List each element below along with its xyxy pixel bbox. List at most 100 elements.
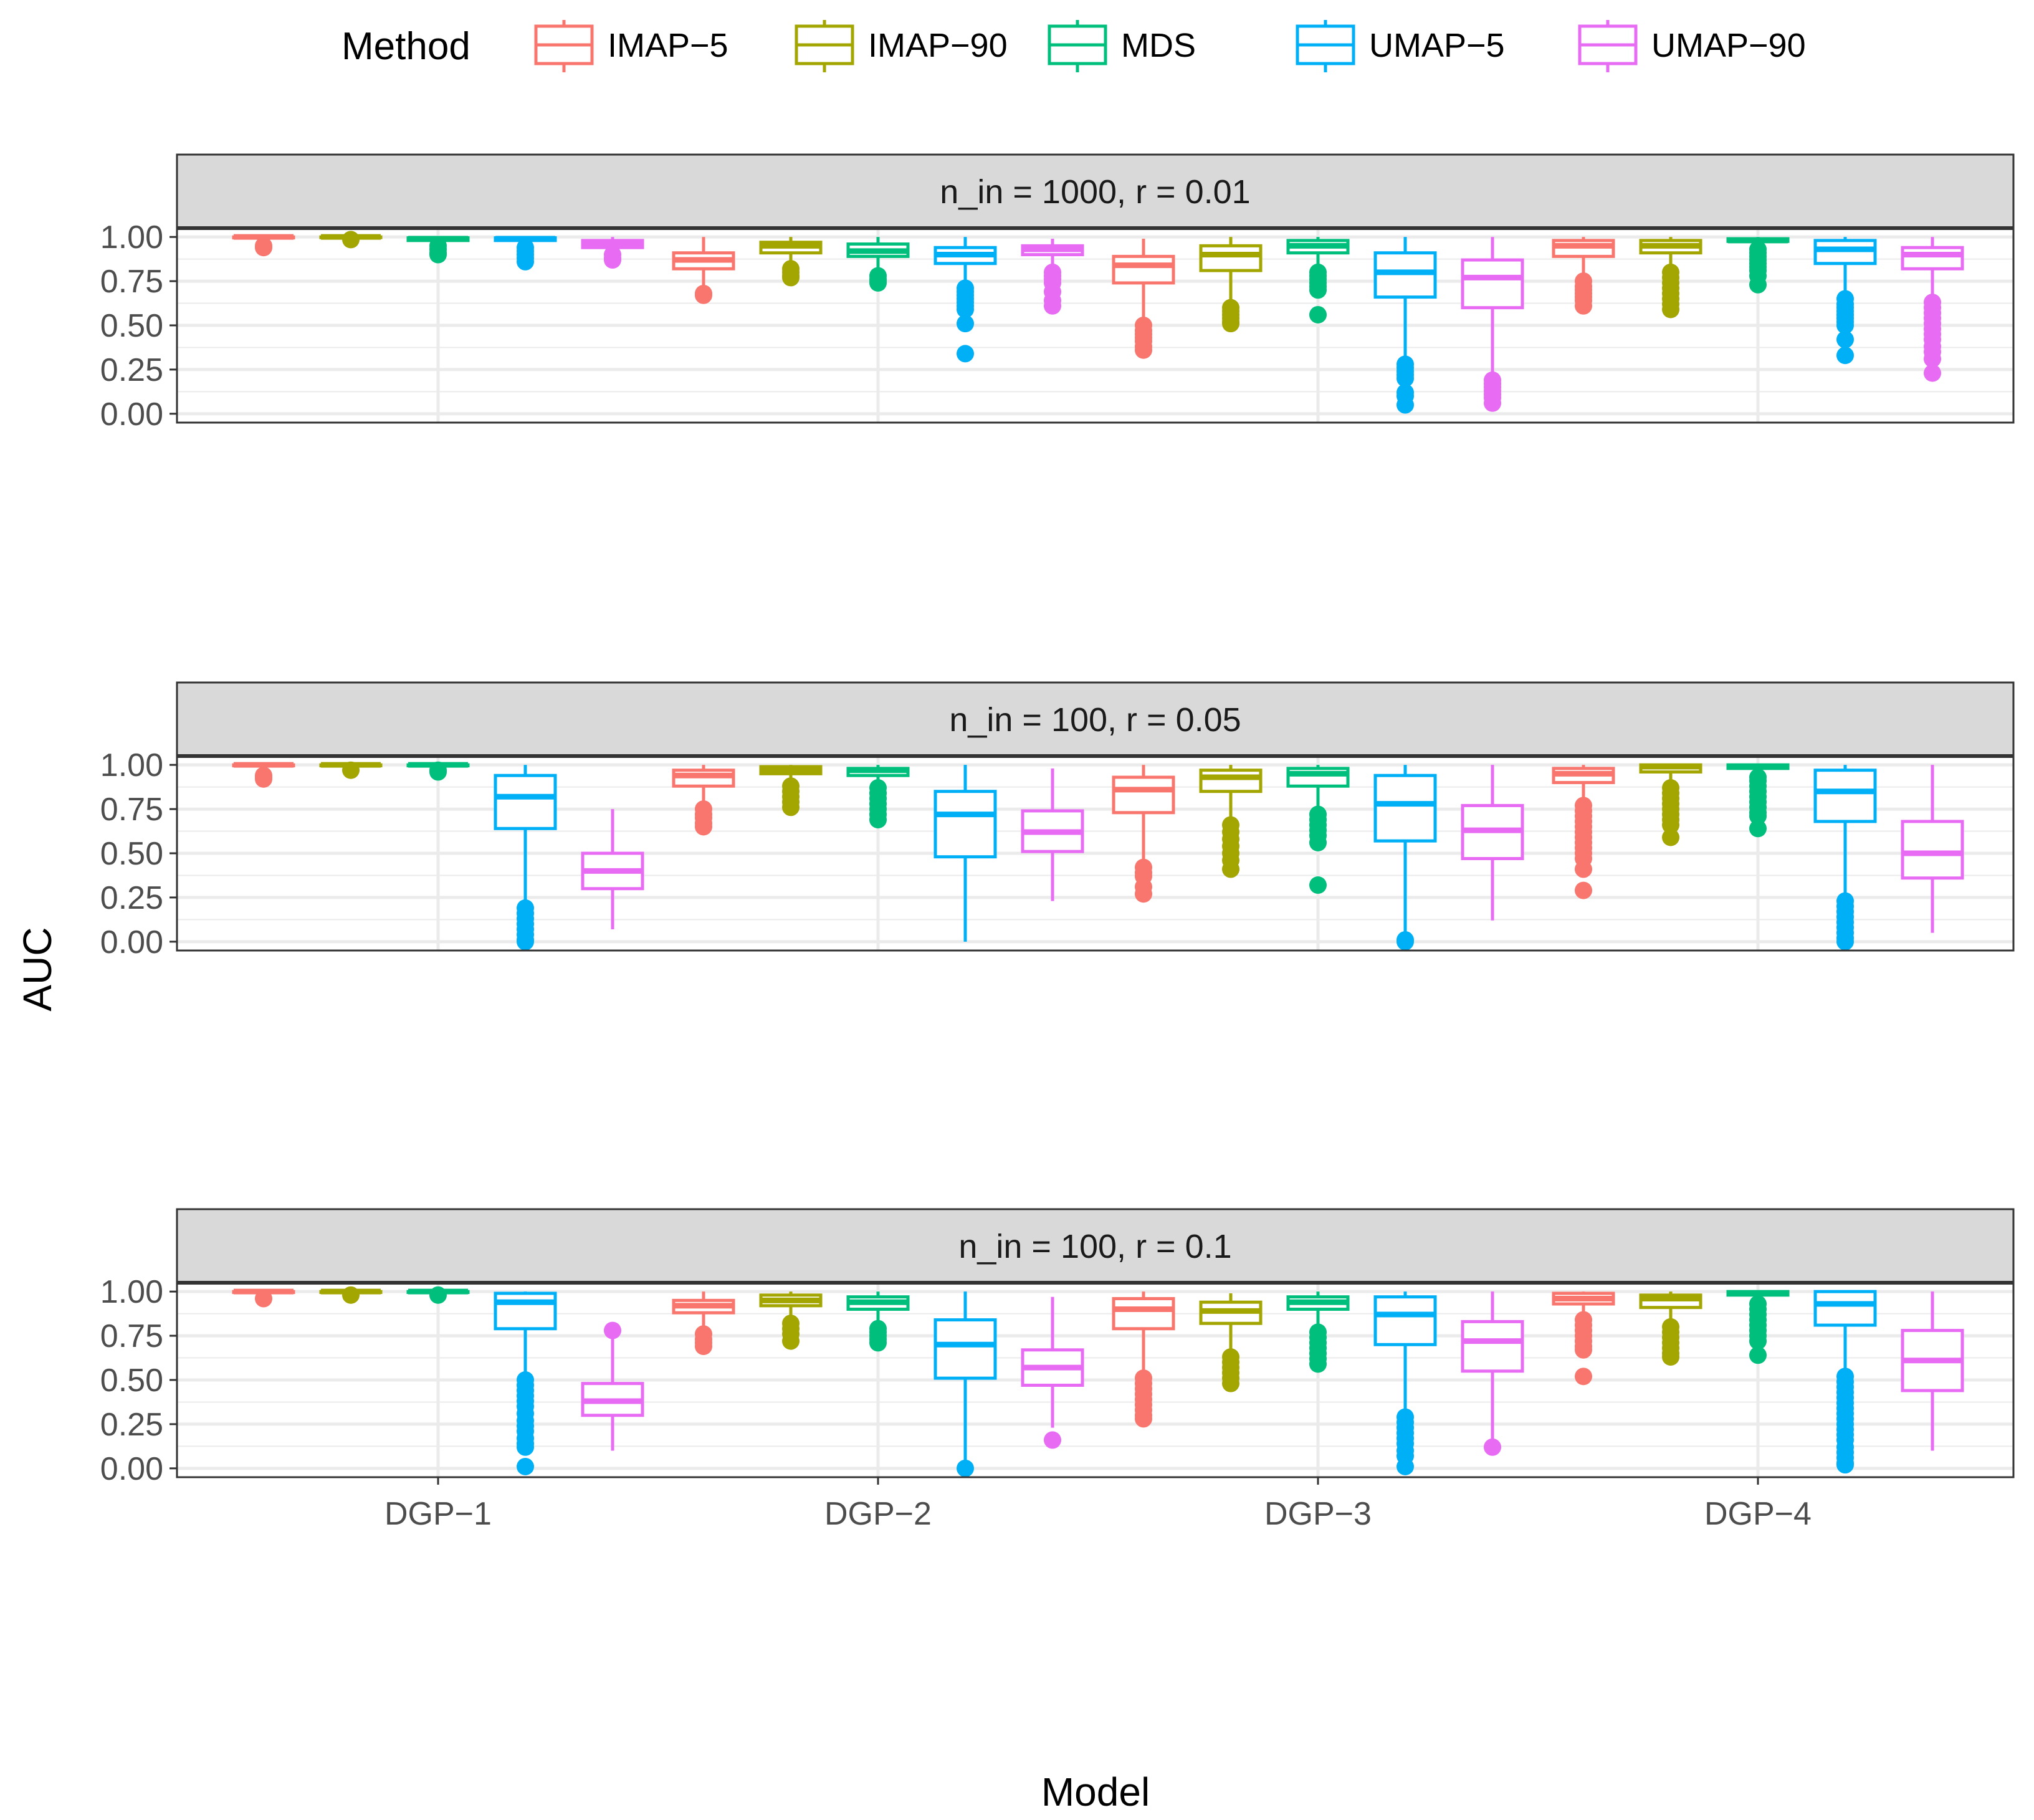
outlier-point <box>1575 860 1592 878</box>
outlier-point <box>1749 820 1767 838</box>
boxplot <box>1726 763 1790 838</box>
legend-item: IMAP−90 <box>795 20 1008 72</box>
outlier-point <box>1836 317 1854 334</box>
boxplot <box>1813 237 1877 365</box>
boxplot <box>759 1291 823 1350</box>
outlier-point <box>1836 1456 1854 1474</box>
outlier-point <box>1836 347 1854 365</box>
boxplot <box>319 761 383 779</box>
facet-strip-label: n_in = 1000, r = 0.01 <box>940 173 1250 211</box>
y-tick-label: 1.00 <box>100 219 163 256</box>
facet-strip-label: n_in = 100, r = 0.05 <box>949 701 1241 739</box>
facet-strip <box>176 1208 2015 1284</box>
outlier-point <box>869 811 887 829</box>
outlier-point <box>1397 396 1414 414</box>
y-tick-label: 0.00 <box>100 924 163 960</box>
y-tick-label: 0.25 <box>100 880 163 916</box>
y-tick-label: 0.75 <box>100 1318 163 1354</box>
outlier-point <box>1135 1410 1152 1428</box>
boxplot <box>232 234 295 257</box>
boxplot <box>1199 765 1263 878</box>
legend-item: IMAP−5 <box>534 20 728 72</box>
y-tick-label: 0.25 <box>100 352 163 388</box>
outlier-point <box>957 315 974 333</box>
boxplot <box>672 237 735 304</box>
box <box>1199 769 1263 793</box>
outlier-point <box>604 251 621 269</box>
boxplot <box>494 765 557 951</box>
boxplot <box>846 237 910 292</box>
legend-label: UMAP−5 <box>1369 27 1505 64</box>
boxplot <box>672 1291 735 1356</box>
outlier-point <box>1575 1367 1592 1386</box>
outlier-point <box>1222 860 1239 878</box>
outlier-point <box>1397 370 1414 388</box>
boxplot <box>1552 237 1615 315</box>
outlier-point <box>1749 1332 1767 1350</box>
outlier-point <box>1135 885 1152 903</box>
outlier-point <box>1222 1374 1239 1392</box>
outlier-point <box>1575 881 1592 899</box>
legend-label: MDS <box>1121 27 1196 64</box>
boxplot <box>1901 765 1964 933</box>
box <box>1813 769 1877 823</box>
boxplot <box>846 1291 910 1352</box>
legend-title: Method <box>341 25 470 68</box>
box <box>494 774 557 830</box>
legend-item: UMAP−5 <box>1296 20 1505 72</box>
box <box>1199 244 1263 272</box>
x-tick-label: DGP−2 <box>824 1496 932 1532</box>
boxplot <box>1373 237 1437 414</box>
boxplot <box>1901 1291 1964 1451</box>
outlier-point <box>342 761 360 779</box>
outlier-point <box>957 345 974 363</box>
boxplot <box>1639 1291 1702 1366</box>
outlier-point <box>957 300 974 318</box>
outlier-point <box>1222 315 1239 333</box>
boxplot <box>1021 1296 1084 1449</box>
y-tick-label: 0.00 <box>100 396 163 433</box>
y-tick-label: 0.50 <box>100 308 163 344</box>
y-tick-label: 0.75 <box>100 792 163 828</box>
boxplot <box>232 762 295 788</box>
box <box>1112 1297 1175 1331</box>
box <box>1901 820 1964 880</box>
box <box>1461 1320 1524 1373</box>
facet-strip <box>176 153 2015 229</box>
legend-item: MDS <box>1048 20 1196 72</box>
boxplot <box>1461 1291 1524 1456</box>
outlier-point <box>1309 281 1327 299</box>
boxplot <box>933 765 997 942</box>
boxplot <box>672 765 735 836</box>
boxplot <box>1639 763 1702 846</box>
box <box>933 790 997 859</box>
outlier-point <box>782 1332 800 1350</box>
outlier-point <box>1662 300 1679 318</box>
boxplot <box>1373 1291 1437 1475</box>
boxplot <box>1552 1291 1615 1386</box>
y-tick-label: 1.00 <box>100 1274 163 1310</box>
facet-strip-label: n_in = 100, r = 0.1 <box>958 1228 1231 1265</box>
outlier-point <box>695 818 712 836</box>
boxplot <box>1112 765 1175 903</box>
x-tick-label: DGP−3 <box>1264 1496 1372 1532</box>
boxplot <box>319 231 383 249</box>
boxplot <box>1726 237 1790 294</box>
x-axis-title: Model <box>1041 1770 1150 1814</box>
outlier-point <box>1575 297 1592 315</box>
boxplot <box>1286 237 1350 323</box>
boxplot <box>581 1321 644 1451</box>
boxplot <box>406 761 470 781</box>
outlier-point <box>1044 1431 1061 1449</box>
y-tick-label: 0.50 <box>100 836 163 872</box>
outlier-point <box>1662 1348 1679 1366</box>
legend-label: IMAP−90 <box>868 27 1008 64</box>
box <box>1373 1295 1437 1346</box>
boxplot <box>1112 239 1175 359</box>
boxplot <box>494 236 557 271</box>
boxplot <box>1461 765 1524 921</box>
boxplot <box>232 1288 295 1308</box>
boxplot <box>1286 765 1350 894</box>
box <box>1813 1290 1877 1327</box>
